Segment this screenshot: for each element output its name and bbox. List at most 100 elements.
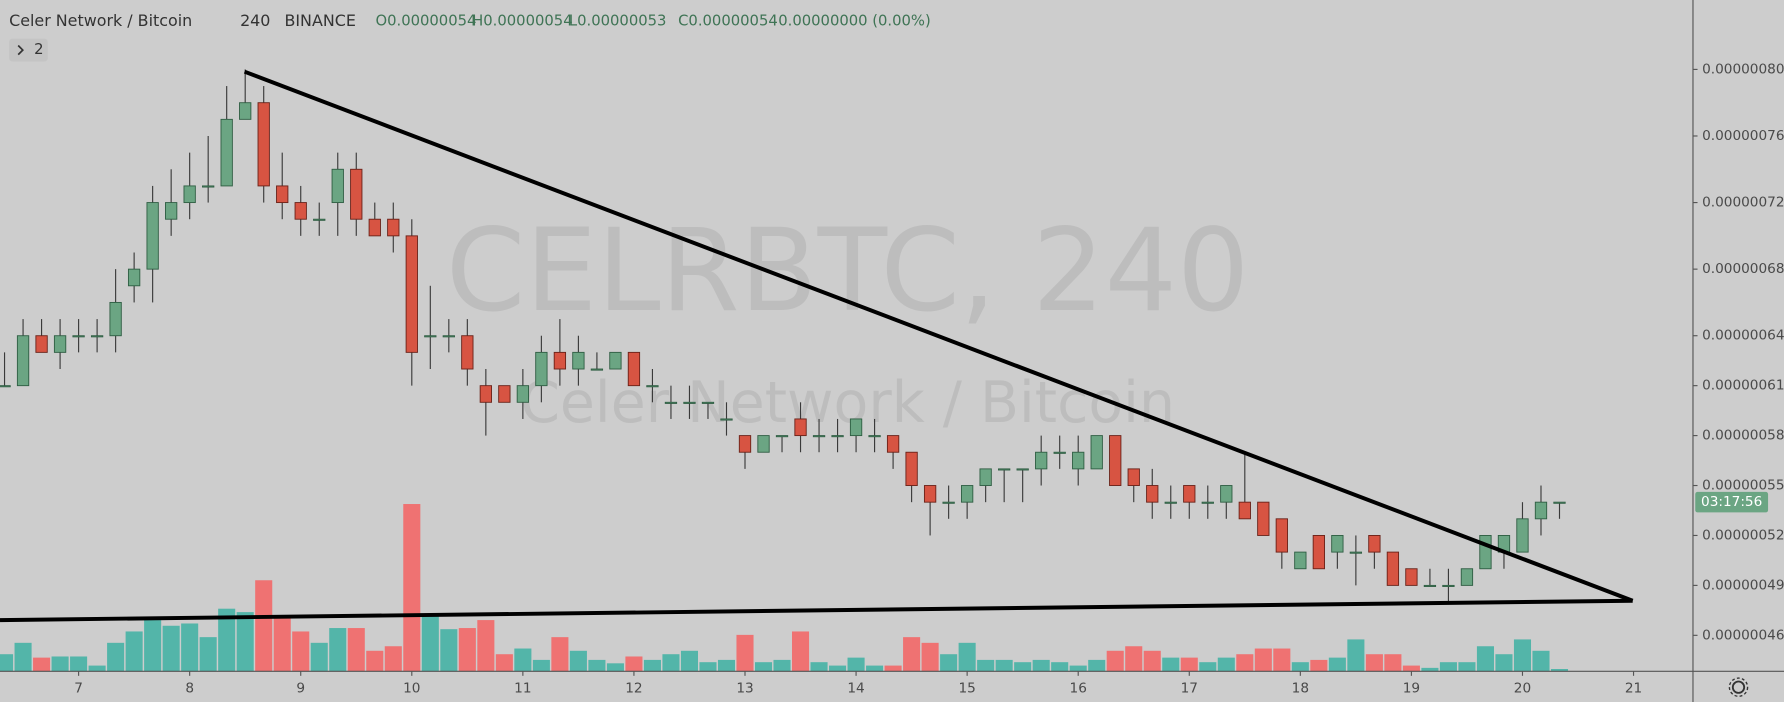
x-tick-label: 19 [1403,680,1420,696]
volume-bar [754,662,773,672]
volume-bar [1180,657,1198,672]
volume-bar [1125,646,1143,672]
candle-body [276,185,289,204]
toggle-count: 2 [34,41,43,58]
candle-body [1090,435,1103,470]
x-tick-label: 13 [736,680,753,696]
gear-icon[interactable] [1731,680,1746,694]
candle-body [1442,584,1455,587]
candle-body [1109,435,1122,486]
candle-body [387,218,400,237]
volume-bar [292,631,310,672]
volume-bar [162,625,180,672]
volume-bar [1421,667,1439,672]
volume-bar [847,657,865,672]
indicators-toggle[interactable]: 2 [9,38,48,62]
volume-bar [1328,657,1346,672]
x-tick-label: 12 [625,680,642,696]
candle-body [220,118,233,187]
x-tick-label: 15 [958,680,975,696]
candle-body [590,368,604,371]
volume-bar [1365,654,1383,672]
volume-bar [977,659,995,672]
y-tick-label: 0.00000064 [1702,328,1784,344]
volume-bar [625,656,643,672]
candle-body [1183,485,1196,503]
volume-bar [107,642,125,672]
volume-bar [255,580,273,672]
volume-bar [1347,639,1365,672]
candle-body [127,268,141,287]
volume-bar [1384,654,1402,672]
candle-body [905,451,918,486]
volume-bar [1106,650,1124,672]
volume-bar [588,659,606,672]
volume-bar [70,656,88,672]
volume-bar [773,659,791,672]
volume-bar [14,642,32,672]
candle-body [442,335,455,338]
candle-body [1016,468,1029,471]
countdown-badge [1695,491,1769,513]
settings-icon[interactable] [1728,677,1749,697]
volume-bar [1217,657,1235,672]
candle-body [1553,501,1566,504]
candle-body [831,435,844,438]
volume-bar [1291,662,1309,672]
candle-body [109,301,122,337]
volume-bar [680,650,699,672]
candle-body [609,351,622,370]
ohlc-change: 0.00000000 (0.00%) [778,13,931,30]
volume-bar [1550,669,1569,672]
volume-bar [569,650,587,672]
volume-bar [1069,665,1087,672]
candle-body [1072,451,1085,470]
candle-body [794,418,807,437]
candle-body [664,401,678,404]
candle-body [1294,551,1307,570]
x-tick-label: 8 [185,680,194,696]
volume-bar [236,612,254,672]
candle-body [368,218,381,237]
volume-bar [792,631,810,672]
candle-body [627,351,641,387]
volume-bar [477,620,495,672]
volume-bar [1402,665,1420,672]
candle-body [1460,568,1474,586]
candle-body [1479,535,1492,570]
candle-body [313,218,326,221]
x-tick-label: 11 [514,680,531,696]
candle-body [1312,535,1325,570]
symbol-title: Celer Network / Bitcoin [9,11,192,30]
volume-bar [218,608,236,672]
plot-area [0,69,1569,672]
trend-line [0,598,1633,623]
volume-bar [717,659,736,672]
toggle-button[interactable] [9,38,48,62]
volume-bar [181,623,199,672]
volume-bar [866,665,884,672]
candle-body [461,335,474,370]
volume-bar [1495,654,1513,672]
candle-body [35,335,48,353]
candle-body [979,468,992,486]
volume-bar [1088,659,1106,672]
volume-bar [1236,654,1254,672]
candle-body [424,335,437,338]
volume-bar [458,628,476,672]
volume-bar [310,642,328,672]
y-tick-label: 0.00000058 [1702,428,1784,444]
y-tick-label: 0.00000049 [1702,577,1784,593]
volume-bar [329,628,347,672]
candle-body [701,401,715,404]
ohlc-open: O0.00000054 [375,13,476,30]
volume-bar [810,662,828,672]
x-tick-label: 21 [1625,680,1642,696]
volume-bar [829,665,847,672]
candle-body [1146,485,1159,503]
candle-body [572,351,585,370]
candle-body [1386,551,1400,586]
volume-bar [551,637,569,672]
